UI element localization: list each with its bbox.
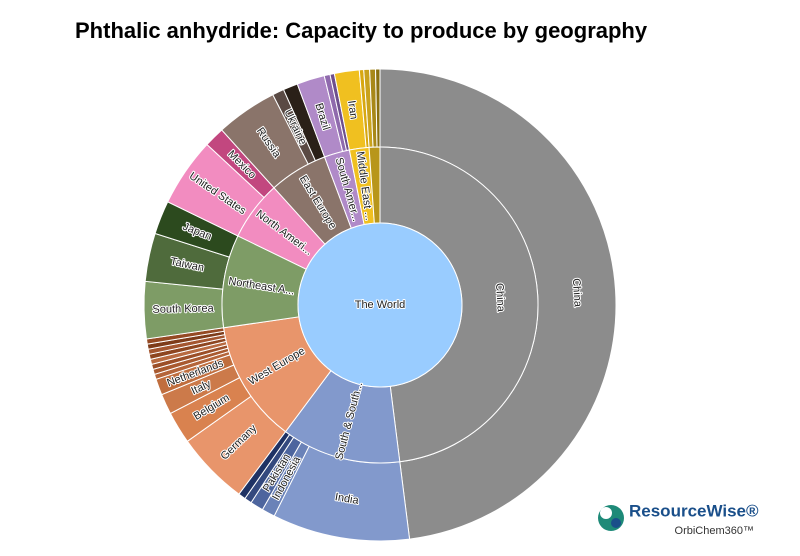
segment-label: South Korea: [152, 303, 214, 316]
segment-label: China: [570, 278, 584, 308]
logo-sub: OrbiChem360™: [675, 525, 754, 537]
chart-title: Phthalic anhydride: Capacity to produce …: [75, 18, 648, 43]
segment-label: Iran: [345, 100, 360, 120]
logo-name: ResourceWise®: [629, 501, 759, 520]
root-segment: [297, 222, 463, 388]
segment-label: China: [493, 283, 507, 313]
root-label: The World: [355, 299, 406, 311]
logo-icon: [600, 507, 612, 519]
segment-label: India: [334, 491, 360, 507]
logo: ResourceWise® OrbiChem360™: [598, 501, 759, 537]
logo-icon: [611, 518, 621, 528]
